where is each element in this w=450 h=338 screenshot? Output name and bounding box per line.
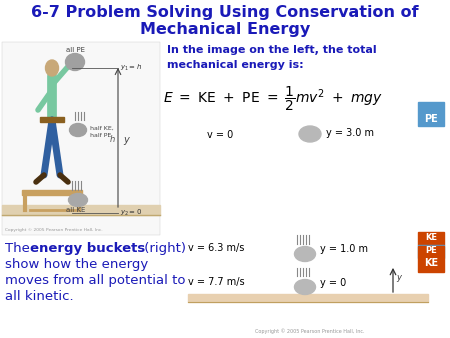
Text: (right): (right) — [140, 242, 186, 255]
Text: energy buckets: energy buckets — [30, 242, 145, 255]
Text: PE: PE — [425, 246, 437, 255]
Ellipse shape — [45, 60, 58, 76]
Text: v = 7.7 m/s: v = 7.7 m/s — [188, 277, 245, 287]
Text: half KE,: half KE, — [90, 126, 114, 131]
Bar — [188, 294, 428, 302]
Text: all kinetic.: all kinetic. — [5, 290, 74, 303]
Text: KE: KE — [425, 233, 437, 242]
Text: y: y — [396, 273, 401, 283]
Text: h: h — [110, 136, 115, 145]
Text: Copyright © 2005 Pearson Prentice Hall, Inc.: Copyright © 2005 Pearson Prentice Hall, … — [5, 228, 103, 232]
Text: y = 0: y = 0 — [320, 278, 346, 288]
Ellipse shape — [294, 280, 315, 294]
Text: y = 1.0 m: y = 1.0 m — [320, 244, 368, 254]
Ellipse shape — [69, 123, 86, 137]
Bar — [22, 190, 82, 195]
Text: v = 6.3 m/s: v = 6.3 m/s — [188, 243, 244, 253]
Bar — [418, 246, 444, 272]
Text: $E\ =\ \mathrm{KE}\ +\ \mathrm{PE}\ =\ \dfrac{1}{2}mv^2\ +\ mgy$: $E\ =\ \mathrm{KE}\ +\ \mathrm{PE}\ =\ \… — [163, 85, 383, 113]
Text: $y_2 = 0$: $y_2 = 0$ — [120, 208, 142, 218]
Text: PE: PE — [424, 114, 438, 124]
Text: y: y — [123, 135, 129, 145]
Bar — [418, 102, 444, 126]
Ellipse shape — [68, 193, 87, 207]
Ellipse shape — [66, 53, 85, 71]
Text: KE: KE — [424, 258, 438, 268]
Text: half PE: half PE — [90, 133, 111, 138]
Text: The: The — [5, 242, 34, 255]
Text: mechanical energy is:: mechanical energy is: — [167, 60, 304, 70]
Bar — [418, 232, 444, 245]
Ellipse shape — [294, 246, 315, 262]
Text: moves from all potential to: moves from all potential to — [5, 274, 185, 287]
Text: In the image on the left, the total: In the image on the left, the total — [167, 45, 377, 55]
Bar — [40, 117, 64, 122]
Text: 6-7 Problem Solving Using Conservation of: 6-7 Problem Solving Using Conservation o… — [31, 5, 419, 20]
Text: Copyright © 2005 Pearson Prentice Hall, Inc.: Copyright © 2005 Pearson Prentice Hall, … — [255, 328, 365, 334]
Bar — [2, 205, 160, 215]
Ellipse shape — [299, 126, 321, 142]
Text: show how the energy: show how the energy — [5, 258, 148, 271]
Text: Mechanical Energy: Mechanical Energy — [140, 22, 310, 37]
Bar — [418, 245, 444, 258]
Text: all KE: all KE — [66, 207, 86, 213]
Text: y = 3.0 m: y = 3.0 m — [326, 128, 374, 138]
Text: $y_1 = h$: $y_1 = h$ — [120, 63, 142, 73]
Text: v = 0: v = 0 — [207, 130, 233, 140]
Text: all PE: all PE — [67, 47, 86, 53]
Bar — [2, 42, 160, 235]
